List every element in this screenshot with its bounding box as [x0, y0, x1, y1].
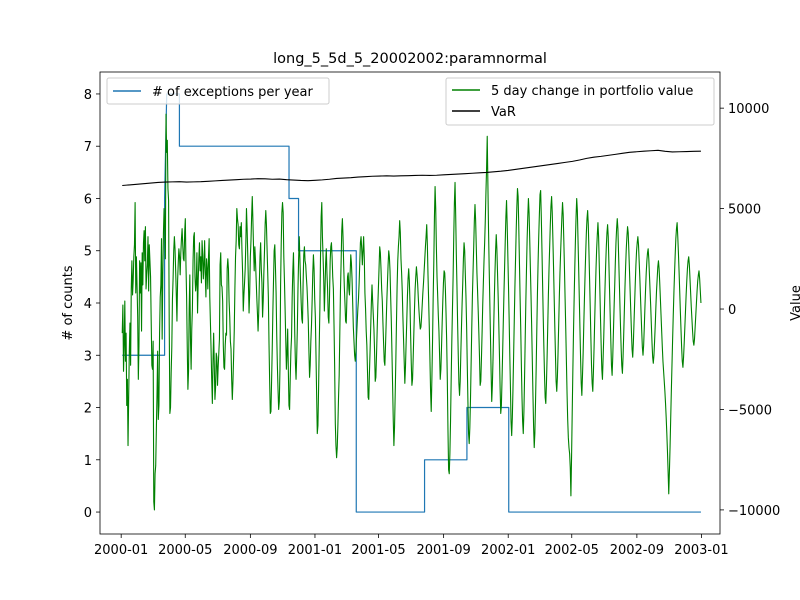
left-tick-label: 4 [84, 297, 92, 312]
left-tick-label: 2 [84, 402, 92, 417]
left-tick-label: 0 [84, 506, 92, 521]
left-tick-label: 8 [84, 88, 92, 103]
left-axis-label: # of counts [61, 265, 76, 340]
x-tick-label: 2002-05 [545, 543, 599, 558]
right-tick-label: 5000 [728, 203, 761, 218]
right-tick-label: 0 [728, 303, 736, 318]
series-line-2 [122, 149, 701, 187]
x-tick-label: 2002-09 [610, 543, 664, 558]
chart-title: long_5_5d_5_20002002:paramnormal [273, 51, 547, 67]
right-axis-label: Value [789, 285, 800, 321]
left-tick-label: 3 [84, 349, 92, 364]
x-tick-label: 2002-01 [481, 543, 535, 558]
legend-var-label: VaR [491, 105, 516, 120]
legend-left-box [106, 77, 330, 105]
x-tick-label: 2000-05 [158, 543, 212, 558]
x-tick-label: 2001-05 [351, 543, 405, 558]
series-line-1 [121, 113, 702, 511]
legend-left: # of exceptions per year [106, 77, 330, 105]
legend-change-label: 5 day change in portfolio value [491, 84, 693, 99]
legend-exceptions-label: # of exceptions per year [152, 85, 314, 100]
x-tick-label: 2000-09 [223, 543, 277, 558]
x-tick-label: 2001-01 [288, 543, 342, 558]
x-tick-label: 2003-01 [674, 543, 728, 558]
left-y-axis: 0 1 2 3 4 5 6 7 8 [84, 88, 100, 521]
x-tick-label: 2001-09 [416, 543, 470, 558]
right-tick-label: 10000 [728, 102, 769, 117]
left-tick-label: 7 [84, 140, 92, 155]
left-tick-label: 5 [84, 245, 92, 260]
right-series-layer [121, 113, 702, 511]
x-tick-label: 2000-01 [94, 543, 148, 558]
left-tick-label: 6 [84, 192, 92, 207]
x-axis: 2000-01 2000-05 2000-09 2001-01 2001-05 2001-… [94, 534, 729, 558]
right-tick-label: −5000 [728, 403, 772, 418]
legend-right-box [445, 77, 715, 126]
left-tick-label: 1 [84, 454, 92, 469]
legend-right: 5 day change in portfolio value VaR [445, 77, 715, 126]
right-y-axis: −10000 −5000 0 5000 10000 [720, 102, 780, 519]
right-tick-label: −10000 [728, 504, 780, 519]
